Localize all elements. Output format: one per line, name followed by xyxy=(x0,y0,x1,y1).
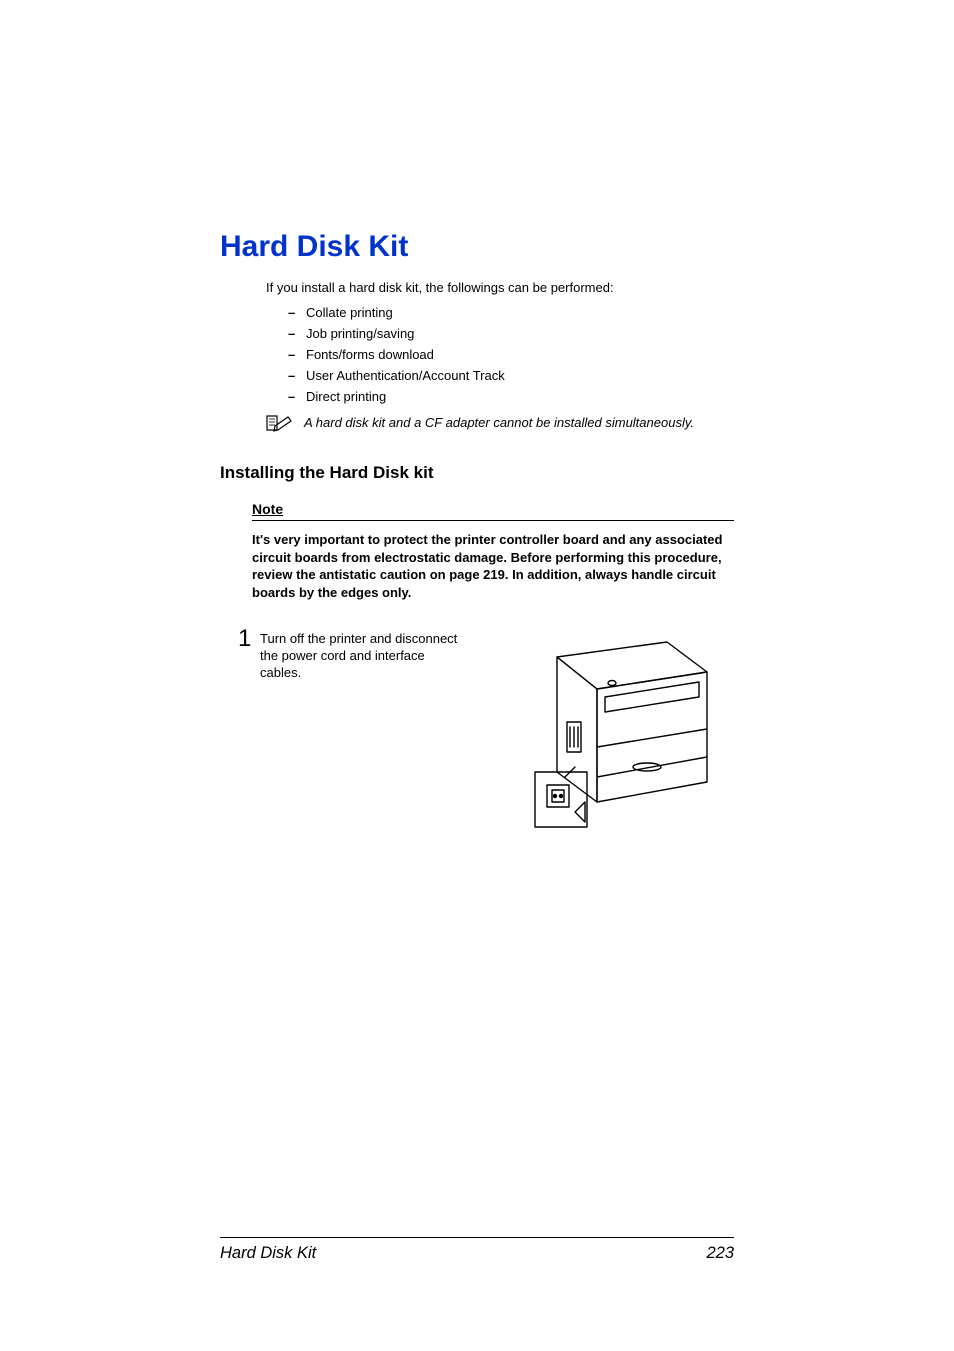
step-text: Turn off the printer and disconnect the … xyxy=(260,627,460,682)
dash-bullet: – xyxy=(288,347,306,362)
dash-bullet: – xyxy=(288,305,306,320)
sub-heading: Installing the Hard Disk kit xyxy=(220,463,734,483)
document-page: Hard Disk Kit If you install a hard disk… xyxy=(0,0,954,1351)
list-item-text: Direct printing xyxy=(306,389,386,404)
list-item-text: Fonts/forms download xyxy=(306,347,434,362)
dash-bullet: – xyxy=(288,389,306,404)
list-item: – Fonts/forms download xyxy=(288,347,734,362)
footer-page-number: 223 xyxy=(706,1244,734,1263)
footer-section-name: Hard Disk Kit xyxy=(220,1244,316,1263)
list-item-text: User Authentication/Account Track xyxy=(306,368,505,383)
page-footer: Hard Disk Kit 223 xyxy=(220,1237,734,1263)
step-number: 1 xyxy=(238,627,260,651)
pencil-note-text: A hard disk kit and a CF adapter cannot … xyxy=(304,414,734,432)
printer-illustration xyxy=(460,627,734,847)
dash-bullet: – xyxy=(288,326,306,341)
intro-text: If you install a hard disk kit, the foll… xyxy=(266,280,734,295)
list-item: – Collate printing xyxy=(288,305,734,320)
list-item: – Job printing/saving xyxy=(288,326,734,341)
list-item: – User Authentication/Account Track xyxy=(288,368,734,383)
section-title: Hard Disk Kit xyxy=(220,230,734,264)
list-item: – Direct printing xyxy=(288,389,734,404)
step-row: 1 Turn off the printer and disconnect th… xyxy=(238,627,734,847)
feature-list: – Collate printing – Job printing/saving… xyxy=(288,305,734,404)
pencil-icon xyxy=(266,414,294,439)
note-label: Note xyxy=(252,501,734,521)
note-body: It's very important to protect the print… xyxy=(252,531,734,601)
list-item-text: Job printing/saving xyxy=(306,326,414,341)
pencil-note-row: A hard disk kit and a CF adapter cannot … xyxy=(266,414,734,439)
list-item-text: Collate printing xyxy=(306,305,393,320)
dash-bullet: – xyxy=(288,368,306,383)
